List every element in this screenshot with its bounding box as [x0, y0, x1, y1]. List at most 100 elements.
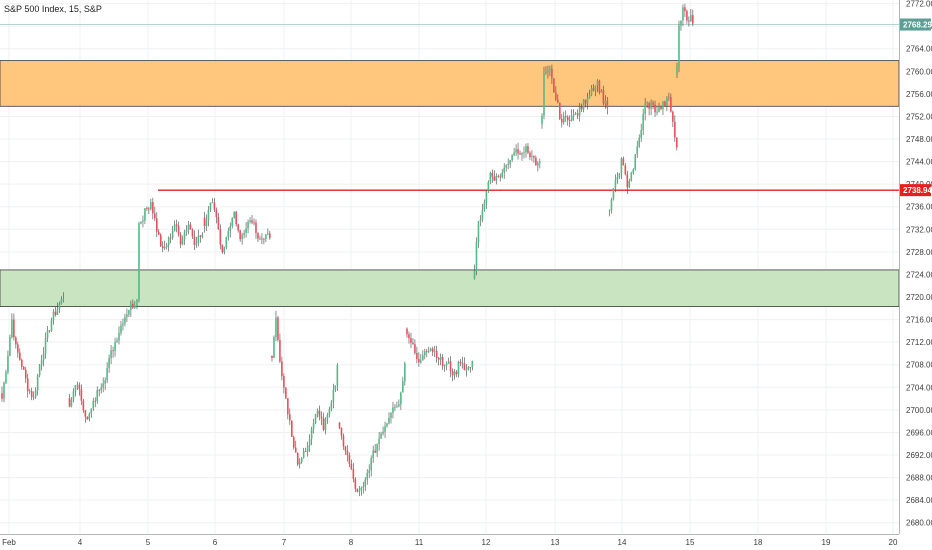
candle-body — [654, 104, 656, 113]
candle — [257, 232, 259, 243]
candle — [469, 367, 472, 373]
candle — [493, 170, 496, 181]
candle — [644, 98, 646, 121]
candle — [400, 391, 402, 410]
candle-body — [612, 188, 615, 200]
candle — [555, 86, 557, 102]
candle-body — [1, 393, 3, 399]
candle — [527, 143, 529, 155]
candle — [437, 357, 440, 366]
candle-body — [358, 490, 361, 492]
candle — [394, 404, 396, 412]
candle-body — [281, 361, 283, 377]
candle-body — [676, 137, 678, 148]
last-price-badge — [900, 18, 931, 31]
candle — [165, 242, 168, 250]
candle — [82, 398, 85, 413]
candle-body — [453, 371, 456, 376]
candle-body — [656, 111, 658, 113]
candle — [588, 89, 591, 99]
candle — [420, 354, 422, 364]
candle — [84, 409, 87, 423]
candle-body — [600, 90, 603, 93]
candle — [594, 85, 597, 97]
candle — [447, 357, 450, 364]
candle — [175, 219, 178, 233]
candle-body — [505, 164, 507, 168]
candle-body — [90, 408, 93, 414]
candle — [171, 225, 174, 240]
x-tick-label: 4 — [78, 538, 83, 547]
level-layer — [0, 24, 899, 191]
candle-body — [128, 310, 130, 315]
candle-body — [169, 237, 172, 239]
candle-body — [296, 452, 299, 465]
candle — [517, 142, 519, 160]
candle-body — [191, 229, 194, 237]
candle — [592, 84, 595, 92]
candle — [431, 346, 434, 357]
candle-body — [157, 231, 160, 235]
candle-body — [19, 352, 21, 360]
candle — [676, 62, 678, 79]
candle-body — [543, 73, 545, 116]
candle-body — [118, 332, 120, 341]
candle — [471, 360, 474, 371]
candle — [509, 159, 511, 169]
candle — [267, 228, 269, 235]
candle-body — [54, 311, 57, 315]
y-tick-label: 2752.00 — [906, 112, 932, 121]
resistance-zone — [0, 60, 900, 107]
candle — [632, 168, 635, 175]
candle — [118, 326, 120, 345]
candle-body — [292, 436, 295, 448]
candle-body — [165, 245, 168, 248]
candle — [247, 219, 249, 234]
candle-body — [34, 390, 37, 398]
candle — [205, 214, 208, 232]
candle-body — [471, 360, 474, 368]
candle-body — [501, 172, 504, 178]
candle-body — [62, 298, 65, 300]
candle — [132, 299, 134, 309]
candle-body — [447, 361, 450, 364]
candle-body — [499, 176, 502, 178]
y-tick-label: 2704.00 — [906, 383, 932, 392]
candle-body — [225, 236, 228, 248]
candle — [433, 345, 436, 357]
candle — [138, 221, 140, 303]
candle-body — [314, 414, 317, 424]
candle — [586, 92, 589, 110]
candle — [3, 381, 5, 403]
candle — [320, 411, 323, 426]
candle-body — [255, 222, 257, 233]
candle-body — [602, 90, 605, 104]
candle — [259, 235, 261, 241]
candle — [52, 309, 55, 325]
candle-body — [257, 232, 259, 239]
candle-body — [354, 478, 357, 489]
candle-body — [521, 152, 523, 155]
candle-body — [559, 102, 561, 119]
candle-body — [455, 371, 458, 375]
candle — [74, 384, 77, 397]
candle-body — [352, 469, 355, 479]
candle-body — [461, 362, 464, 364]
candle — [529, 151, 531, 160]
candle — [150, 198, 152, 211]
candle-body — [185, 230, 188, 233]
candle — [21, 358, 23, 370]
candle-body — [646, 103, 648, 104]
candle-body — [509, 160, 511, 164]
candle — [32, 391, 35, 401]
candle-body — [408, 334, 410, 339]
candle-body — [11, 319, 13, 338]
candle — [495, 173, 498, 185]
candle-body — [678, 25, 680, 67]
candle — [664, 100, 666, 107]
candle-body — [684, 7, 686, 12]
candle-body — [628, 180, 631, 188]
candle-body — [360, 487, 363, 491]
candle-body — [215, 209, 218, 217]
